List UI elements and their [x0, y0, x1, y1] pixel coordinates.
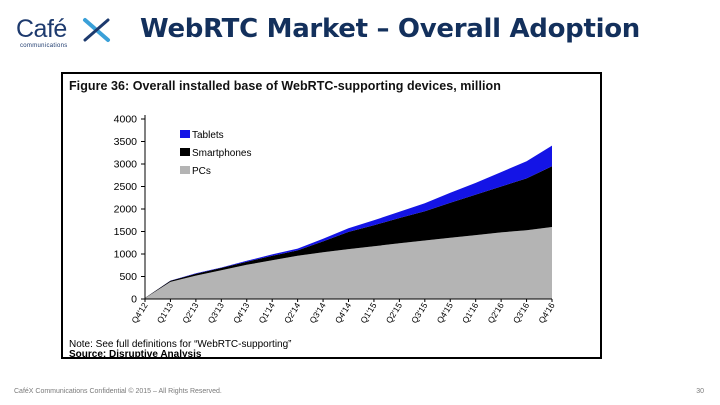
- cafex-logo: Café communications: [16, 14, 116, 54]
- figure-note: Note: See full definitions for “WebRTC-s…: [69, 339, 292, 350]
- x-tick-label: Q1'16: [460, 301, 481, 326]
- x-tick-label: Q4'16: [536, 301, 557, 326]
- slide-title: WebRTC Market – Overall Adoption: [140, 14, 640, 44]
- figure-box: Figure 36: Overall installed base of Web…: [61, 72, 602, 360]
- y-tick-label: 2500: [114, 181, 138, 193]
- logo-subtitle: communications: [20, 43, 68, 49]
- legend-label-pcs: PCs: [192, 166, 211, 177]
- x-tick-label: Q4'15: [435, 301, 456, 326]
- legend-swatch-smartphones: [180, 148, 190, 156]
- y-tick-label: 0: [131, 294, 137, 306]
- x-tick-label: Q3'16: [511, 301, 532, 326]
- figure-heading: Figure 36: Overall installed base of Web…: [69, 79, 501, 93]
- footer-copyright: CaféX Communications Confidential © 2015…: [14, 388, 222, 395]
- x-tick-label: Q3'15: [409, 301, 430, 326]
- x-tick-label: Q2'13: [180, 301, 201, 326]
- x-tick-label: Q2'14: [282, 301, 303, 326]
- x-tick-label: Q4'14: [333, 301, 354, 326]
- series-area-pcs: [145, 227, 552, 299]
- x-tick-label: Q4'13: [231, 301, 252, 326]
- series-area-smartphones: [145, 166, 552, 299]
- x-tick-label: Q1'14: [257, 301, 278, 326]
- y-tick-label: 500: [119, 271, 137, 283]
- legend-label-tablets: Tablets: [192, 130, 224, 141]
- y-tick-label: 2000: [114, 204, 138, 216]
- y-tick-label: 3500: [114, 136, 138, 148]
- y-tick-label: 4000: [114, 114, 138, 126]
- y-tick-label: 1500: [114, 226, 138, 238]
- x-tick-label: Q3'13: [206, 301, 227, 326]
- page-number: 30: [696, 388, 704, 395]
- figure-source: Source: Disruptive Analysis: [69, 349, 202, 360]
- legend-swatch-tablets: [180, 130, 190, 138]
- y-tick-label: 3000: [114, 159, 138, 171]
- x-tick-label: Q2'16: [485, 301, 506, 326]
- x-tick-label: Q2'15: [384, 301, 405, 326]
- x-tick-label: Q1'15: [358, 301, 379, 326]
- y-tick-label: 1000: [114, 249, 138, 261]
- legend-label-smartphones: Smartphones: [192, 148, 251, 159]
- logo-x-mark: [83, 18, 110, 42]
- legend-swatch-pcs: [180, 166, 190, 174]
- x-tick-label: Q3'14: [307, 301, 328, 326]
- x-tick-label: Q1'13: [155, 301, 176, 326]
- logo-wordmark: Café: [16, 15, 67, 43]
